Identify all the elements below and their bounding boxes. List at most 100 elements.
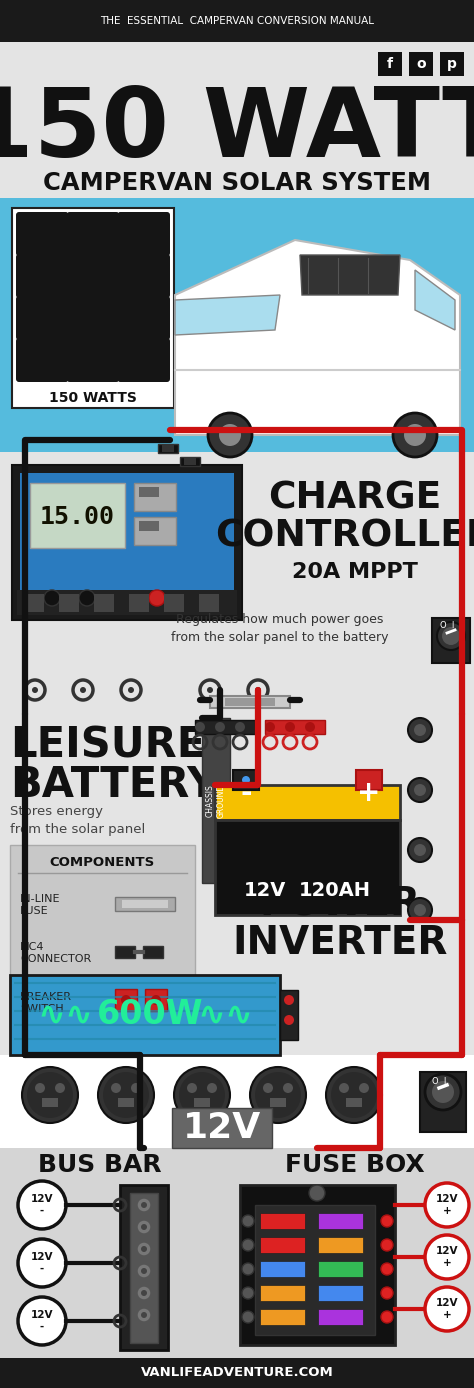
Text: POWER: POWER [259, 886, 420, 924]
Circle shape [255, 1072, 301, 1117]
Bar [195, 720, 255, 734]
Circle shape [32, 687, 38, 693]
Circle shape [408, 838, 432, 862]
FancyBboxPatch shape [16, 339, 69, 382]
Bar [0, 1055, 474, 1155]
Text: O  I: O I [440, 620, 454, 630]
Circle shape [381, 1287, 393, 1299]
Circle shape [326, 1067, 382, 1123]
FancyBboxPatch shape [67, 254, 119, 298]
Circle shape [381, 1239, 393, 1251]
Circle shape [359, 1083, 369, 1092]
Circle shape [149, 590, 165, 607]
Circle shape [137, 1242, 151, 1256]
Bar [0, 42, 474, 198]
Bar [378, 51, 402, 76]
Bar [12, 208, 174, 408]
Bar [143, 947, 163, 958]
Bar [260, 1309, 305, 1326]
Circle shape [80, 687, 86, 693]
Text: -: - [240, 779, 252, 806]
Circle shape [55, 1083, 65, 1092]
Circle shape [425, 1074, 461, 1110]
Circle shape [174, 1067, 230, 1123]
FancyBboxPatch shape [67, 339, 119, 382]
Bar [134, 483, 176, 511]
Bar [0, 198, 474, 452]
Bar [194, 1098, 210, 1108]
Text: CAMPERVAN SOLAR SYSTEM: CAMPERVAN SOLAR SYSTEM [43, 171, 431, 194]
Circle shape [208, 414, 252, 457]
Bar [255, 1205, 375, 1335]
Text: 12V: 12V [183, 1110, 261, 1145]
Bar [164, 594, 184, 612]
Bar [145, 990, 167, 1010]
Polygon shape [300, 255, 400, 296]
Circle shape [141, 1289, 147, 1296]
Circle shape [242, 1214, 254, 1227]
Circle shape [151, 995, 161, 1005]
Circle shape [235, 722, 245, 731]
Bar [0, 1357, 474, 1388]
Circle shape [425, 1287, 469, 1331]
Bar [346, 1098, 362, 1108]
Text: Regulates how much power goes
from the solar panel to the battery: Regulates how much power goes from the s… [171, 612, 389, 644]
Circle shape [242, 1239, 254, 1251]
Circle shape [365, 776, 373, 784]
Bar [115, 990, 137, 1010]
Bar [12, 465, 242, 620]
Bar [139, 487, 159, 497]
Text: BATTERY: BATTERY [10, 763, 217, 806]
Text: ∿∿: ∿∿ [37, 998, 93, 1031]
Text: 12V
+: 12V + [436, 1194, 458, 1216]
Circle shape [265, 722, 275, 731]
Text: +: + [357, 779, 381, 806]
Bar [270, 1098, 286, 1108]
Circle shape [195, 722, 205, 731]
Text: 12V
-: 12V - [31, 1194, 53, 1216]
Bar [30, 483, 125, 548]
Text: 600W: 600W [97, 998, 203, 1031]
Text: CHARGE: CHARGE [268, 480, 442, 516]
Bar [10, 974, 280, 1055]
Circle shape [283, 1083, 293, 1092]
Circle shape [44, 590, 60, 607]
Circle shape [137, 1198, 151, 1212]
Circle shape [242, 1312, 254, 1323]
Bar [94, 594, 114, 612]
Bar [199, 594, 219, 612]
Circle shape [111, 1083, 121, 1092]
Circle shape [22, 1067, 78, 1123]
Circle shape [408, 718, 432, 743]
Text: CONTROLLER: CONTROLLER [215, 518, 474, 554]
Circle shape [103, 1072, 149, 1117]
Bar [0, 0, 474, 42]
Circle shape [207, 1083, 217, 1092]
Polygon shape [175, 240, 460, 434]
Bar [115, 947, 135, 958]
Circle shape [137, 1220, 151, 1234]
Bar [202, 718, 230, 883]
Bar [318, 1309, 363, 1326]
Bar [20, 473, 234, 593]
Text: 12V: 12V [244, 880, 286, 899]
Text: THE  ESSENTIAL  CAMPERVAN CONVERSION MANUAL: THE ESSENTIAL CAMPERVAN CONVERSION MANUA… [100, 17, 374, 26]
Bar [162, 446, 174, 452]
Circle shape [408, 779, 432, 802]
Bar [118, 1098, 134, 1108]
Text: O  I: O I [432, 1077, 446, 1087]
Circle shape [141, 1224, 147, 1230]
Circle shape [27, 1072, 73, 1117]
Circle shape [187, 1083, 197, 1092]
Circle shape [242, 776, 250, 784]
Circle shape [242, 1287, 254, 1299]
Text: f: f [387, 57, 393, 71]
Circle shape [128, 687, 134, 693]
Circle shape [309, 1185, 325, 1201]
Circle shape [141, 1312, 147, 1319]
FancyBboxPatch shape [16, 254, 69, 298]
Text: ∿∿: ∿∿ [197, 998, 253, 1031]
Text: Stores energy
from the solar panel: Stores energy from the solar panel [10, 805, 145, 836]
Text: p: p [447, 57, 457, 71]
Text: 20A MPPT: 20A MPPT [292, 562, 418, 582]
